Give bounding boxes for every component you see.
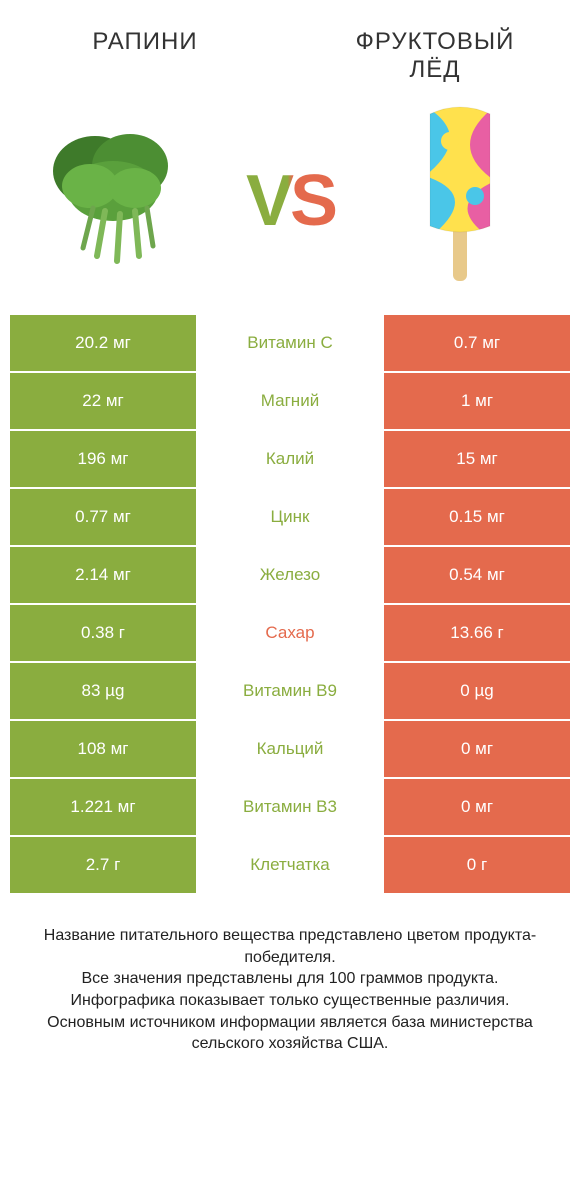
cell-left-value: 1.221 мг [10,779,196,835]
table-row: 108 мгКальций0 мг [10,721,570,777]
table-row: 1.221 мгВитамин B30 мг [10,779,570,835]
cell-nutrient-name: Сахар [196,605,384,661]
product-right-title: ФРУКТОВЫЙ ЛЁД [290,28,580,83]
images-row: VS [0,101,580,301]
rapini-icon [35,116,205,286]
table-row: 0.38 гСахар13.66 г [10,605,570,661]
cell-nutrient-name: Витамин C [196,315,384,371]
table-row: 22 мгМагний1 мг [10,373,570,429]
cell-nutrient-name: Витамин B9 [196,663,384,719]
product-right-image [350,101,570,301]
table-row: 2.7 гКлетчатка0 г [10,837,570,893]
cell-right-value: 0 г [384,837,570,893]
comparison-table: 20.2 мгВитамин C0.7 мг22 мгМагний1 мг196… [10,315,570,893]
cell-left-value: 0.77 мг [10,489,196,545]
table-row: 0.77 мгЦинк0.15 мг [10,489,570,545]
footer-notes: Название питательного вещества представл… [20,925,560,1055]
headers-row: РАПИНИ ФРУКТОВЫЙ ЛЁД [0,28,580,83]
cell-right-value: 0.7 мг [384,315,570,371]
cell-nutrient-name: Железо [196,547,384,603]
cell-left-value: 196 мг [10,431,196,487]
footer-line: Все значения представлены для 100 граммо… [20,968,560,990]
cell-left-value: 0.38 г [10,605,196,661]
popsicle-icon [395,106,525,296]
cell-left-value: 2.7 г [10,837,196,893]
cell-left-value: 2.14 мг [10,547,196,603]
cell-right-value: 1 мг [384,373,570,429]
cell-right-value: 0.54 мг [384,547,570,603]
cell-nutrient-name: Цинк [196,489,384,545]
cell-nutrient-name: Клетчатка [196,837,384,893]
cell-left-value: 20.2 мг [10,315,196,371]
cell-left-value: 83 µg [10,663,196,719]
cell-right-value: 0.15 мг [384,489,570,545]
product-left-title: РАПИНИ [0,28,290,83]
footer-line: Основным источником информации является … [20,1012,560,1055]
cell-nutrient-name: Кальций [196,721,384,777]
product-left-image [10,101,230,301]
vs-label: VS [230,160,350,242]
table-row: 196 мгКалий15 мг [10,431,570,487]
footer-line: Название питательного вещества представл… [20,925,560,968]
cell-right-value: 0 мг [384,721,570,777]
table-row: 20.2 мгВитамин C0.7 мг [10,315,570,371]
cell-nutrient-name: Витамин B3 [196,779,384,835]
cell-right-value: 15 мг [384,431,570,487]
footer-line: Инфографика показывает только существенн… [20,990,560,1012]
table-row: 83 µgВитамин B90 µg [10,663,570,719]
table-row: 2.14 мгЖелезо0.54 мг [10,547,570,603]
cell-right-value: 0 мг [384,779,570,835]
cell-left-value: 22 мг [10,373,196,429]
cell-nutrient-name: Калий [196,431,384,487]
cell-right-value: 13.66 г [384,605,570,661]
cell-left-value: 108 мг [10,721,196,777]
cell-nutrient-name: Магний [196,373,384,429]
cell-right-value: 0 µg [384,663,570,719]
